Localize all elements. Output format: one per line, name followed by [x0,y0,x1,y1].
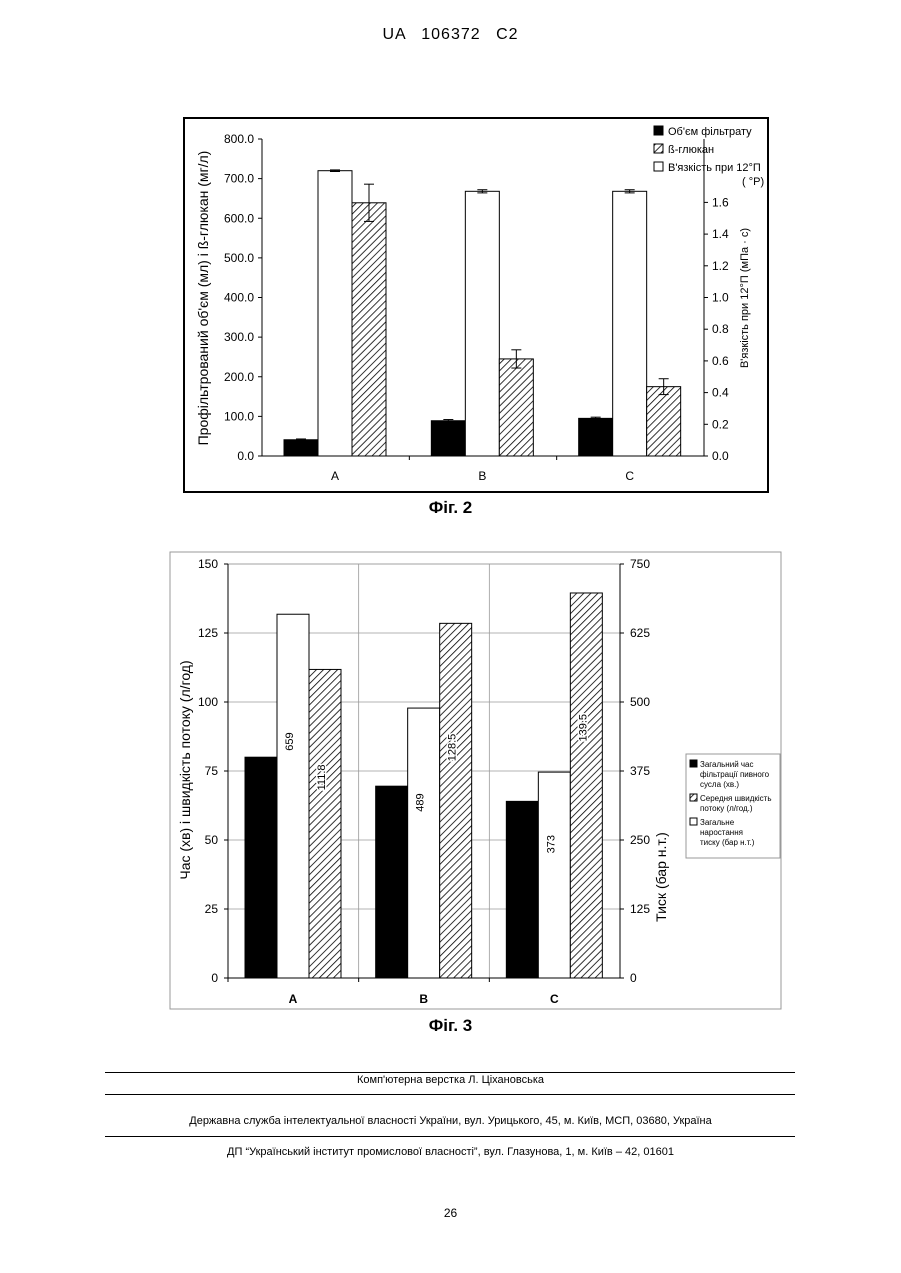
fig3-bar [277,614,309,978]
fig3-bar [245,757,277,978]
fig2-right-tick-label: 0.6 [712,354,729,368]
fig3-right-tick-label: 125 [630,902,650,916]
fig3-data-label: 489 [415,793,427,811]
fig2-left-tick-label: 500.0 [224,251,254,265]
fig2-left-tick-label: 800.0 [224,132,254,146]
institute-address: ДП “Український інститут промислової вла… [0,1146,901,1158]
figure-2-caption: Фіг. 2 [0,498,901,518]
fig2-bar [318,171,352,456]
fig3-left-tick-label: 100 [198,695,218,709]
fig3-right-tick-label: 500 [630,695,650,709]
figure-3-caption: Фіг. 3 [0,1016,901,1036]
fig3-right-tick-label: 750 [630,557,650,571]
fig2-right-tick-label: 0.0 [712,449,729,463]
fig2-bar [284,440,318,456]
fig3-left-tick-label: 125 [198,626,218,640]
patent-office-address: Державна служба інтелектуальної власност… [0,1115,901,1127]
figure-2-chart: 0.0 100.0 200.0 300.0 400.0 500.0 600.0 700.0 80… [0,0,901,500]
fig2-left-tick-label: 100.0 [224,409,254,423]
fig3-x-tick-label: B [419,992,428,1006]
fig2-left-tick-label: 400.0 [224,291,254,305]
fig3-data-label: 128.5 [447,734,459,762]
fig3-right-tick-label: 250 [630,833,650,847]
fig3-bar [570,593,602,978]
fig2-x-tick-label: A [331,469,339,483]
fig2-legend-swatch [654,126,663,135]
fig2-left-tick-label: 0.0 [237,449,254,463]
fig2-bar [431,421,465,456]
fig2-bar [465,191,499,456]
fig3-bar [506,801,538,978]
fig3-bar [440,623,472,978]
footer-rule-2 [105,1094,795,1095]
fig3-left-tick-label: 150 [198,557,218,571]
fig3-left-tick-label: 0 [211,971,218,985]
fig2-y-axis-label: Профільтрований об'єм (мл) і ß-глюкан (м… [195,151,211,446]
fig3-legend-swatch [690,818,697,825]
fig2-left-tick-label: 300.0 [224,330,254,344]
fig3-data-label: 111.8 [316,764,328,790]
fig3-bar [538,772,570,978]
fig2-right-tick-label: 0.2 [712,417,729,431]
fig2-bar [647,387,681,456]
fig2-left-tick-label: 700.0 [224,172,254,186]
fig2-x-tick-label: C [625,469,634,483]
fig3-y-axis-label: Час (хв) і швидкість потоку (л/год) [177,660,193,879]
fig2-legend-label: ß-глюкан [668,144,714,156]
fig3-legend-swatch [690,794,697,801]
fig2-bar [613,191,647,456]
fig3-x-tick-label: C [550,992,559,1006]
fig3-bar [376,786,408,978]
fig2-right-tick-label: 1.6 [712,195,729,209]
fig2-right-tick-label: 1.0 [712,291,729,305]
fig2-legend-swatch [654,162,663,171]
fig3-left-tick-label: 25 [205,902,219,916]
fig2-bar [499,359,533,456]
fig2-legend-label: В'язкість при 12°П [668,162,761,174]
fig3-x-tick-label: A [289,992,298,1006]
footer-rule-1 [105,1072,795,1073]
fig3-left-tick-label: 50 [205,833,219,847]
fig3-data-label: 139.5 [577,714,589,742]
fig2-bar [579,418,613,456]
fig2-legend-label: Об'єм фільтрату [668,126,752,138]
layout-credit: Комп'ютерна верстка Л. Ціхановська [0,1074,901,1086]
page-number: 26 [0,1206,901,1220]
fig3-right-tick-label: 625 [630,626,650,640]
fig2-bar [352,203,386,456]
fig3-bar [309,669,341,978]
fig3-left-tick-label: 75 [205,764,219,778]
figure-3-chart: 0 25 50 75 100 125 150 0 125 250 375 500 625 750 A 659 1… [0,540,901,1020]
fig2-right-tick-label: 1.4 [712,227,729,241]
fig2-right-tick-label: 1.2 [712,259,729,273]
fig3-right-tick-label: 375 [630,764,650,778]
fig3-data-label: 659 [284,732,296,750]
fig3-right-tick-label: 0 [630,971,637,985]
fig2-x-tick-label: B [478,469,486,483]
fig2-left-tick-label: 600.0 [224,211,254,225]
fig2-left-tick-label: 200.0 [224,370,254,384]
fig3-y2-axis-label: Тиск (бар н.т.) [653,832,669,922]
fig2-right-tick-label: 0.8 [712,322,729,336]
fig3-legend-swatch [690,760,697,767]
fig2-right-tick-label: 0.4 [712,386,729,400]
fig2-legend-swatch [654,144,663,153]
fig3-bar [408,708,440,978]
footer-rule-3 [105,1136,795,1137]
fig2-y2-axis-label: В'язкість при 12°П (мПа · с) [739,228,751,368]
fig2-legend-unit: ( °P) [742,176,764,188]
fig3-data-label: 373 [545,835,557,853]
